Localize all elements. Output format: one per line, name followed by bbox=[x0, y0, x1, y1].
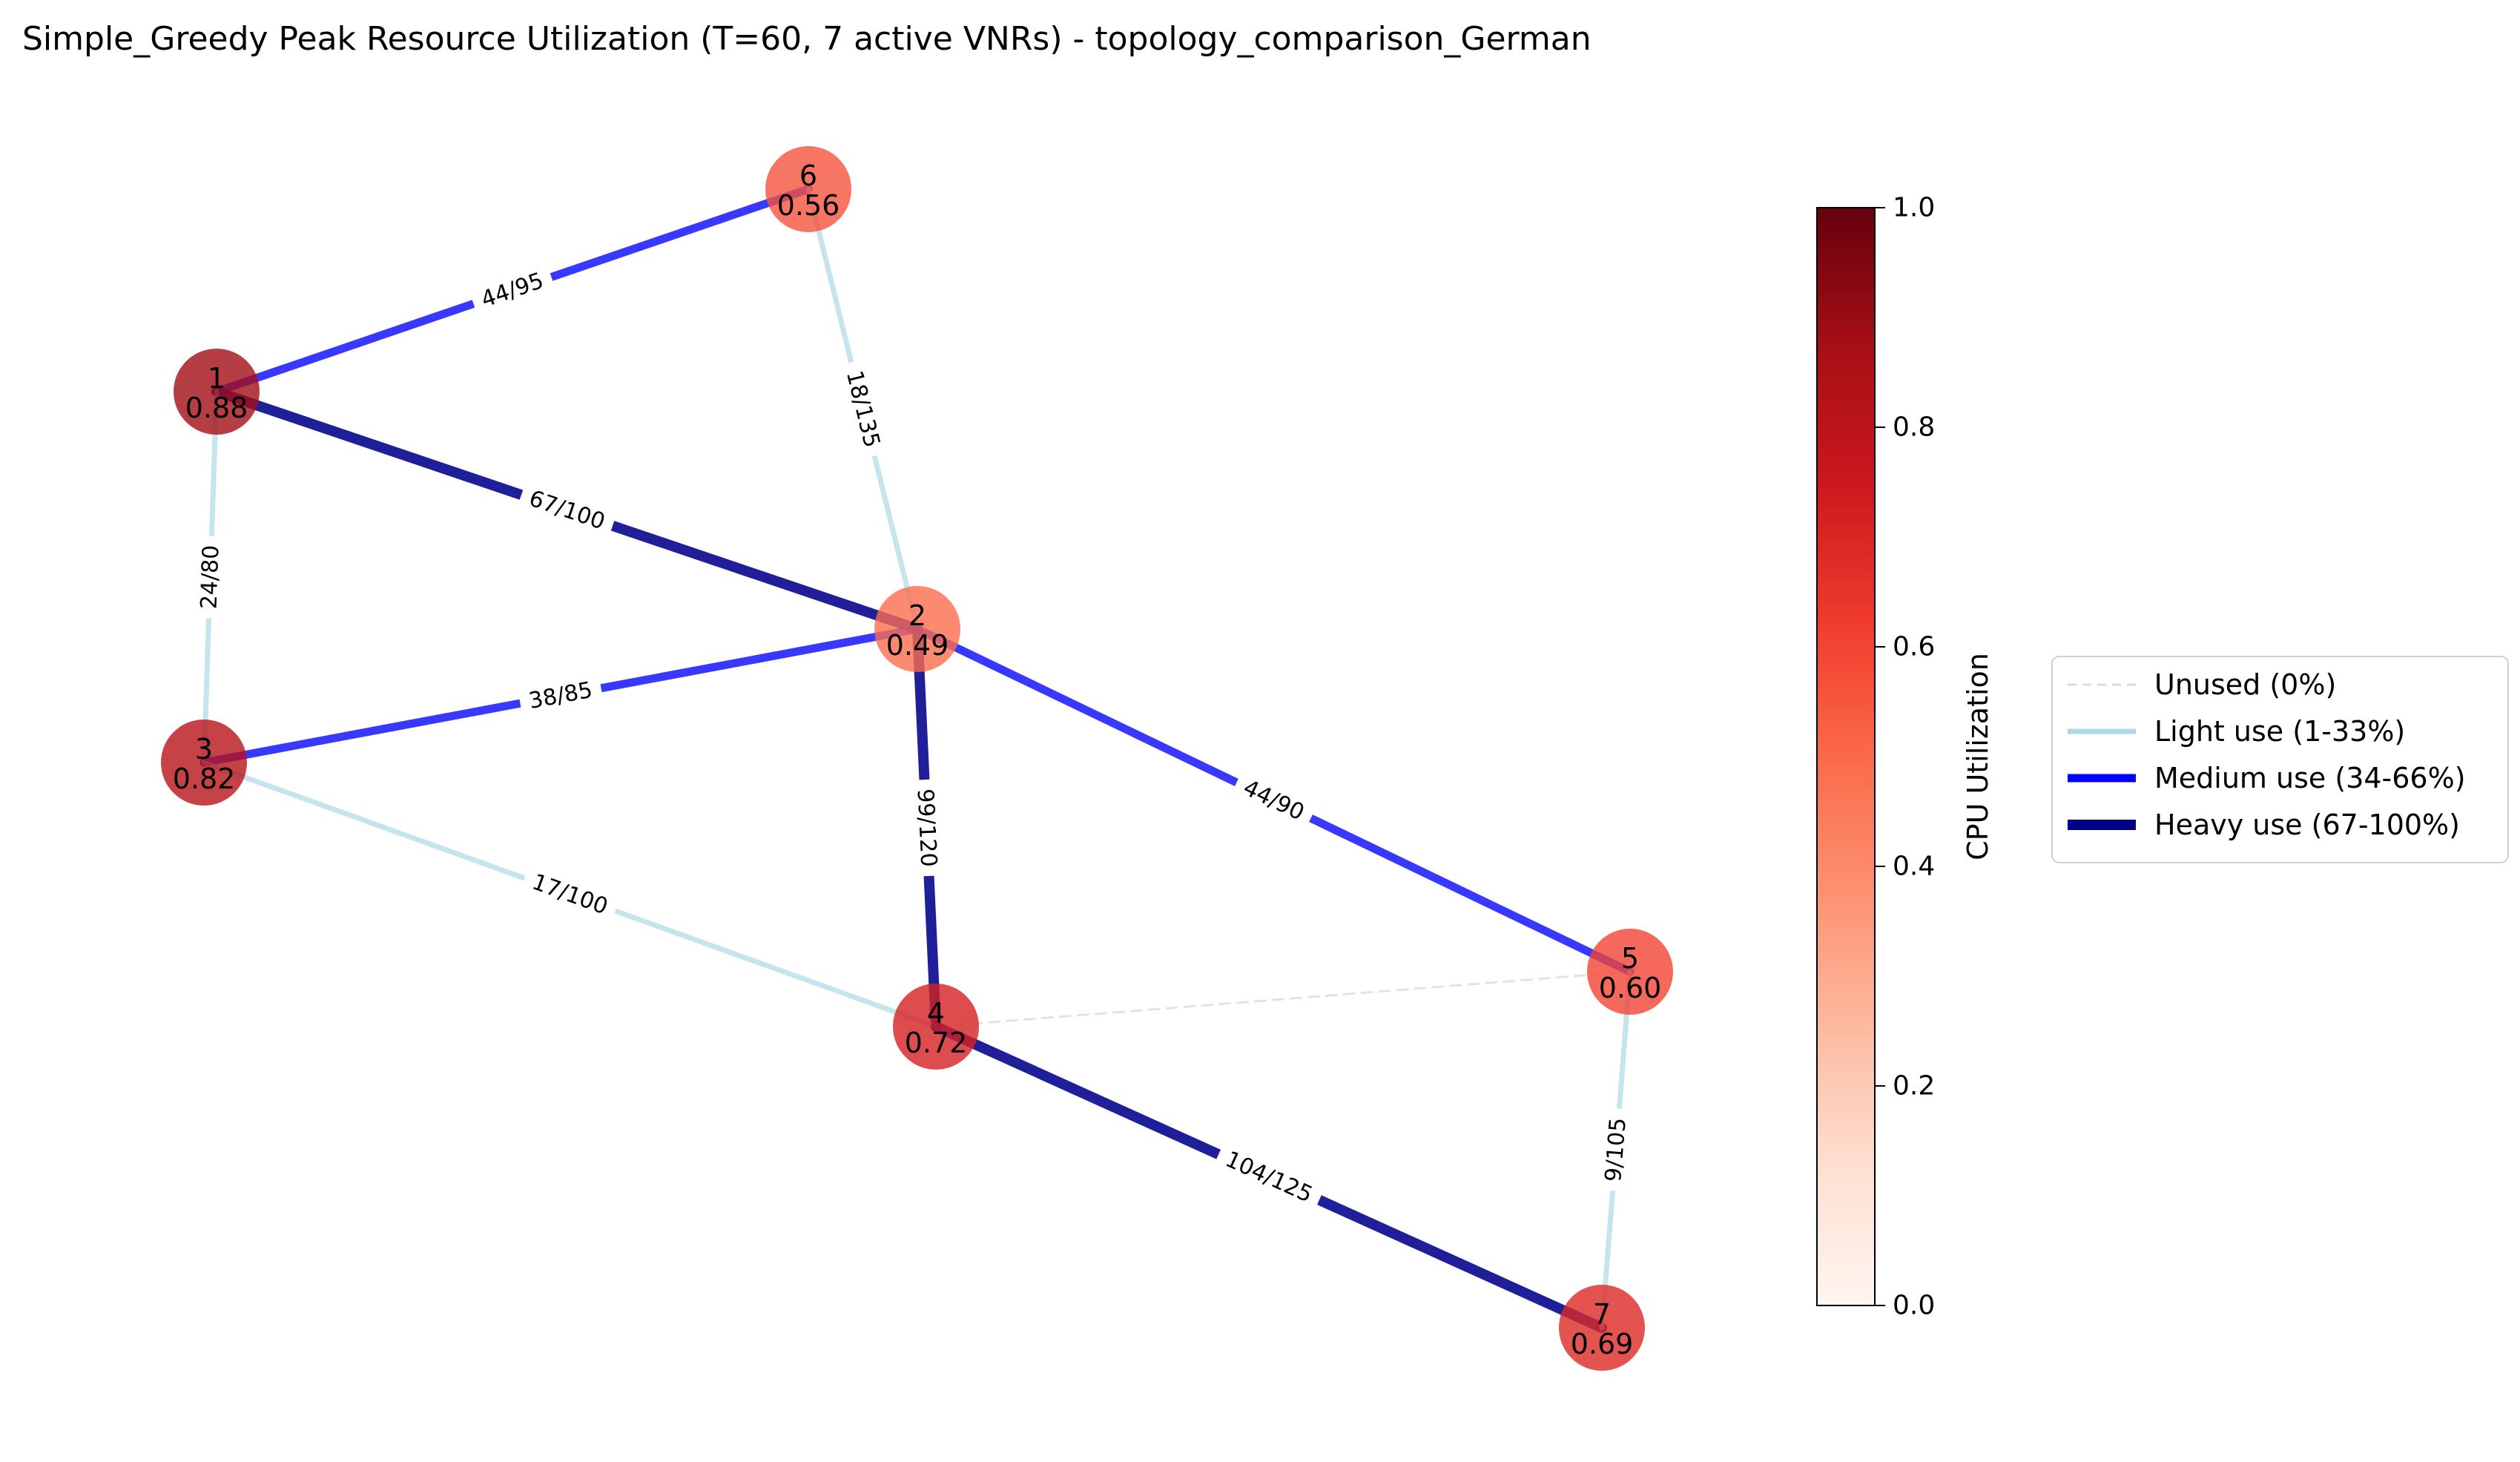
edge-label-1-3: 24/80 bbox=[194, 535, 227, 619]
edge-label-text: 44/95 bbox=[478, 268, 547, 313]
node-id-label: 5 bbox=[1621, 942, 1639, 975]
edge-label-background bbox=[519, 864, 621, 925]
chart-title: Simple_Greedy Peak Resource Utilization … bbox=[22, 20, 1592, 58]
node-utilization-label: 0.56 bbox=[777, 189, 840, 222]
edge-label-background bbox=[837, 358, 889, 460]
legend-label: Medium use (34-66%) bbox=[2154, 762, 2466, 794]
edge-labels-layer: 44/95 67/100 24/80 18/135 38/85 99/120 44/90 17… bbox=[194, 263, 1635, 1214]
edge-label-text: 9/105 bbox=[1600, 1117, 1632, 1183]
edges-layer bbox=[199, 185, 1635, 1333]
node-2: 20.49 bbox=[874, 586, 960, 672]
edge-label-background bbox=[1212, 1141, 1326, 1214]
node-id-label: 3 bbox=[195, 733, 213, 765]
edge-label-3-4: 17/100 bbox=[519, 864, 621, 925]
node-circle bbox=[874, 586, 960, 672]
edge-label-text: 24/80 bbox=[197, 544, 225, 610]
edge-label-5-7: 9/105 bbox=[1597, 1107, 1635, 1192]
node-utilization-label: 0.88 bbox=[185, 392, 248, 424]
node-circle bbox=[1559, 1285, 1645, 1371]
node-utilization-label: 0.49 bbox=[886, 629, 949, 662]
node-id-label: 7 bbox=[1593, 1298, 1611, 1331]
node-7: 70.69 bbox=[1559, 1285, 1645, 1371]
node-utilization-label: 0.72 bbox=[905, 1027, 968, 1059]
legend-item-unused: Unused (0%) bbox=[2068, 668, 2336, 701]
legend-label: Heavy use (67-100%) bbox=[2154, 809, 2460, 841]
edge-label-text: 38/85 bbox=[527, 677, 594, 714]
node-6: 60.56 bbox=[765, 146, 851, 232]
colorbar-ticks: 0.0 0.2 0.4 0.6 0.8 1.0 bbox=[1875, 193, 1935, 1321]
edge-label-text: 99/120 bbox=[912, 788, 942, 867]
colorbar-tick-label: 1.0 bbox=[1893, 193, 1935, 223]
node-1: 10.88 bbox=[174, 349, 260, 435]
node-id-label: 1 bbox=[208, 362, 225, 395]
node-4: 40.72 bbox=[893, 984, 979, 1070]
edge-label-background bbox=[517, 674, 604, 718]
colorbar-tick-label: 0.2 bbox=[1893, 1071, 1935, 1102]
edge-label-background bbox=[469, 263, 556, 318]
node-utilization-label: 0.60 bbox=[1599, 972, 1662, 1004]
legend: Unused (0%) Light use (1-33%) Medium use (… bbox=[2051, 656, 2509, 863]
node-5: 50.60 bbox=[1587, 929, 1673, 1015]
node-3: 30.82 bbox=[161, 720, 247, 806]
node-circle bbox=[893, 984, 979, 1070]
edge-label-4-7: 104/125 bbox=[1212, 1141, 1326, 1214]
legend-frame bbox=[2051, 656, 2509, 863]
colorbar-gradient bbox=[1816, 207, 1876, 1306]
legend-label: Unused (0%) bbox=[2154, 668, 2336, 701]
legend-item-medium: Medium use (34-66%) bbox=[2068, 762, 2466, 794]
node-id-label: 2 bbox=[908, 599, 926, 632]
edge-4-5 bbox=[934, 970, 1632, 1028]
edge-label-background bbox=[516, 481, 618, 540]
edge-label-background bbox=[194, 535, 227, 619]
edge-label-background bbox=[1230, 768, 1318, 832]
edge-label-text: 44/90 bbox=[1239, 774, 1308, 826]
legend-item-heavy: Heavy use (67-100%) bbox=[2068, 809, 2460, 841]
legend-items: Unused (0%) Light use (1-33%) Medium use (… bbox=[2068, 668, 2466, 841]
edge-label-3-2: 38/85 bbox=[517, 674, 604, 718]
node-id-label: 6 bbox=[799, 159, 817, 192]
edge-label-2-5: 44/90 bbox=[1230, 768, 1318, 832]
edge-label-background bbox=[1597, 1107, 1635, 1192]
node-utilization-label: 0.69 bbox=[1571, 1328, 1634, 1360]
colorbar-tick-label: 0.6 bbox=[1893, 632, 1935, 662]
nodes-layer: 10.88 20.49 30.82 40.72 50.60 60.56 70.69 bbox=[161, 146, 1673, 1371]
edge-label-6-2: 18/135 bbox=[837, 358, 889, 460]
colorbar-label: CPU Utilization bbox=[1962, 653, 1994, 860]
node-id-label: 4 bbox=[927, 997, 945, 1030]
node-circle bbox=[174, 349, 260, 435]
edge-label-background bbox=[909, 779, 944, 877]
node-utilization-label: 0.82 bbox=[173, 763, 236, 795]
edge-label-1-6: 44/95 bbox=[469, 263, 556, 318]
edge-label-2-4: 99/120 bbox=[909, 779, 944, 877]
colorbar: 0.0 0.2 0.4 0.6 0.8 1.0 CPU Utilization bbox=[1816, 193, 1994, 1321]
colorbar-tick-label: 0.4 bbox=[1893, 852, 1935, 882]
node-circle bbox=[765, 146, 851, 232]
colorbar-tick-label: 0.0 bbox=[1893, 1291, 1935, 1321]
edge-label-text: 18/135 bbox=[841, 368, 885, 450]
edge-label-1-2: 67/100 bbox=[516, 481, 618, 540]
node-circle bbox=[1587, 929, 1673, 1015]
colorbar-tick-label: 0.8 bbox=[1893, 412, 1935, 443]
legend-label: Light use (1-33%) bbox=[2154, 715, 2405, 748]
node-circle bbox=[161, 720, 247, 806]
edge-label-text: 67/100 bbox=[526, 485, 608, 535]
edge-label-text: 17/100 bbox=[529, 869, 611, 921]
legend-item-light: Light use (1-33%) bbox=[2068, 715, 2405, 748]
